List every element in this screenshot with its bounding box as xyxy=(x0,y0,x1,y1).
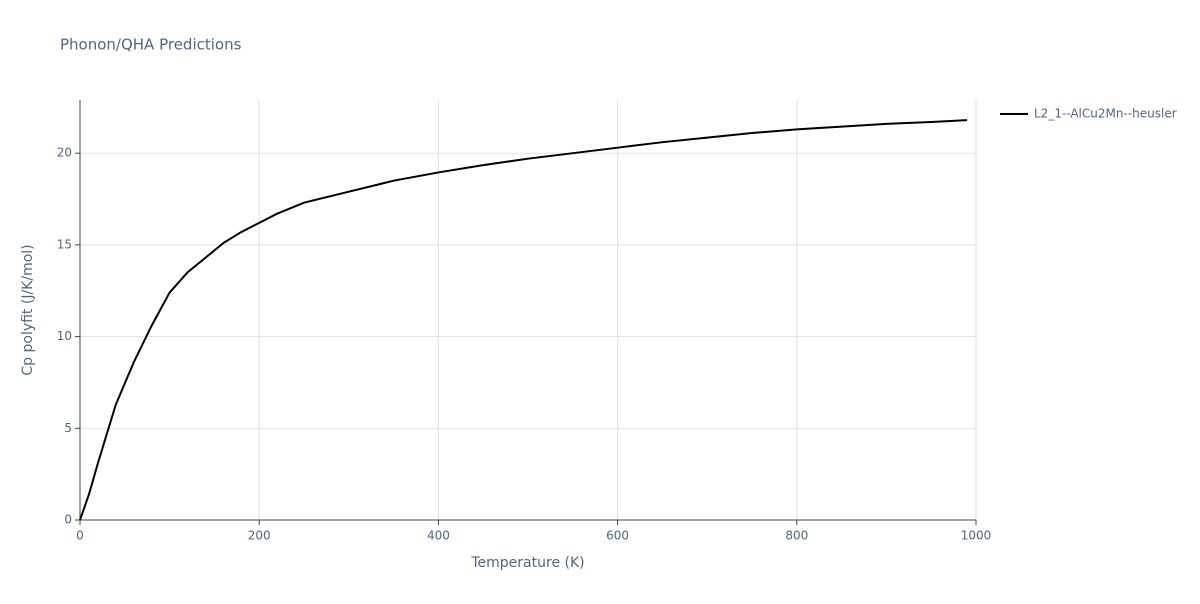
line xyxy=(79,119,968,521)
x-tick-label: 600 xyxy=(606,529,629,543)
y-tick-label: 10 xyxy=(57,329,72,343)
y-tick-label: 0 xyxy=(64,513,72,527)
x-axis-label: Temperature (K) xyxy=(470,555,584,571)
x-tick-label: 1000 xyxy=(961,529,992,543)
y-tick-label: 15 xyxy=(57,237,72,251)
y-axis-label: Cp polyfit (J/K/mol) xyxy=(20,244,36,375)
x-tick-label: 800 xyxy=(785,529,808,543)
x-tick-label: 0 xyxy=(76,529,84,543)
chart-title: Phonon/QHA Predictions xyxy=(60,36,242,54)
legend-label: L2_1--AlCu2Mn--heusler xyxy=(1034,107,1177,121)
y-tick-label: 20 xyxy=(57,146,72,160)
x-tick-label: 200 xyxy=(248,529,271,543)
x-tick-label: 400 xyxy=(427,529,450,543)
y-tick-label: 5 xyxy=(64,421,72,435)
